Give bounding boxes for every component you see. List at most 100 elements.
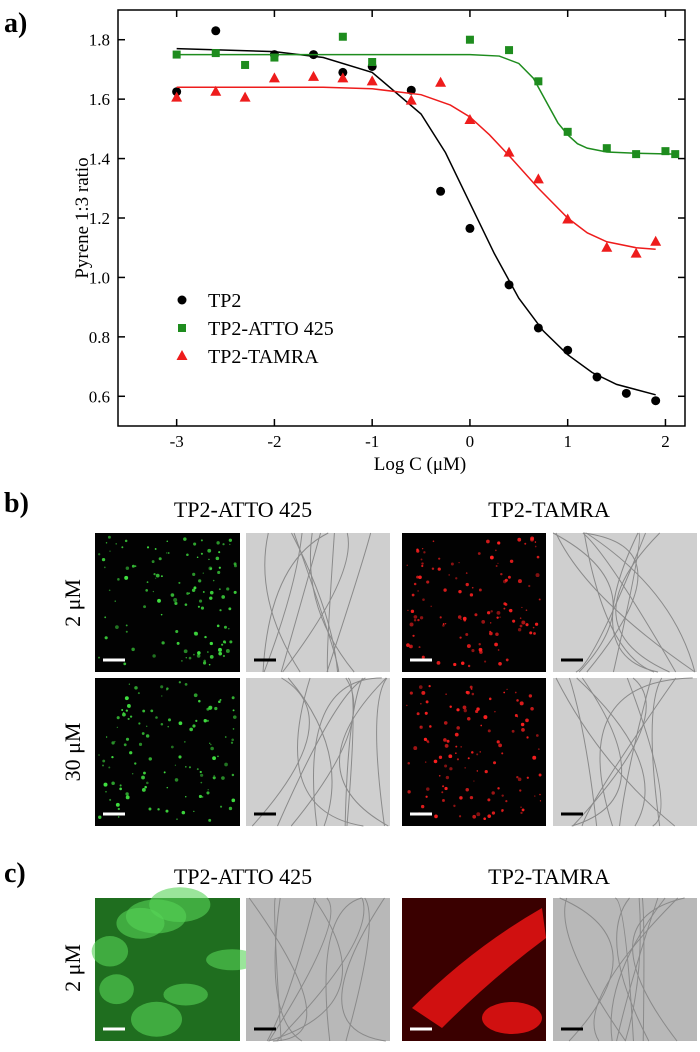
- cell-outline: [276, 897, 365, 1042]
- vesicle: [134, 565, 137, 568]
- vesicle: [520, 811, 523, 815]
- vesicle: [207, 789, 209, 791]
- point: [368, 58, 377, 66]
- vesicle: [460, 661, 465, 665]
- x-tick-label: -3: [170, 432, 184, 451]
- vesicle: [416, 712, 420, 716]
- vesicle: [128, 683, 131, 685]
- vesicle: [217, 755, 219, 758]
- vesicle: [125, 624, 128, 627]
- vesicle: [144, 785, 147, 789]
- vesicle: [228, 806, 233, 811]
- vesicle: [465, 582, 469, 587]
- vesicle: [418, 575, 422, 580]
- column-header: TP2-ATTO 425: [174, 497, 312, 522]
- vesicle: [450, 562, 454, 566]
- vesicle: [474, 613, 478, 617]
- vesicle: [536, 555, 540, 559]
- vesicle: [229, 543, 231, 546]
- cell-outline: [251, 677, 310, 827]
- vesicle: [503, 691, 506, 694]
- vesicle: [494, 642, 498, 647]
- vesicle: [445, 693, 447, 695]
- cell: [206, 949, 259, 971]
- vesicle: [420, 702, 422, 705]
- vesicle: [425, 795, 428, 798]
- vesicle: [472, 814, 477, 819]
- point: [602, 144, 611, 153]
- vesicle: [407, 790, 411, 794]
- cell-outline: [293, 532, 340, 673]
- vesicle: [166, 689, 168, 691]
- cell-outline: [571, 677, 623, 827]
- vesicle: [516, 716, 519, 718]
- vesicle: [509, 559, 514, 564]
- vesicle: [417, 618, 420, 622]
- cell-outline: [619, 677, 652, 827]
- vesicle: [493, 761, 497, 765]
- vesicle: [446, 739, 450, 743]
- vesicle: [165, 809, 169, 813]
- vesicle: [143, 605, 147, 609]
- vesicle: [160, 722, 164, 726]
- vesicle: [131, 773, 134, 775]
- point: [464, 113, 476, 124]
- cell: [116, 907, 165, 939]
- point: [534, 77, 543, 86]
- vesicle: [105, 736, 108, 738]
- vesicle: [209, 655, 214, 659]
- cell-outline: [615, 532, 670, 673]
- vesicle: [102, 759, 106, 763]
- vesicle: [119, 784, 122, 787]
- vesicle: [444, 622, 447, 625]
- vesicle: [125, 566, 130, 570]
- vesicle: [230, 741, 234, 744]
- vesicle: [491, 791, 495, 795]
- vesicle: [477, 552, 481, 555]
- row-label: 2 μM: [60, 944, 85, 992]
- vesicle: [223, 625, 227, 629]
- cell-outline: [610, 897, 666, 1042]
- point: [563, 345, 573, 355]
- vesicle: [141, 732, 145, 735]
- vesicle: [193, 653, 195, 656]
- vesicle: [443, 738, 447, 742]
- vesicle: [131, 647, 135, 652]
- vesicle: [417, 590, 419, 592]
- point: [436, 186, 446, 196]
- y-tick-label: 0.6: [89, 387, 110, 406]
- vesicle: [486, 539, 490, 544]
- vesicle: [466, 644, 471, 649]
- vesicle: [197, 605, 200, 608]
- vesicle: [198, 599, 203, 603]
- vesicle: [480, 724, 483, 727]
- vesicle: [198, 794, 203, 799]
- point: [210, 85, 222, 96]
- cell-outline: [344, 677, 363, 827]
- vesicle: [123, 662, 127, 666]
- vesicle: [181, 660, 183, 662]
- plot: -3 -2 -1 0 1 2 0.6 0.8 1.0 1.2 1.4 1.6 1.8 TP2 TP2-ATT…: [89, 9, 686, 451]
- vesicle: [202, 591, 205, 593]
- vesicle: [222, 654, 226, 658]
- point: [533, 323, 543, 333]
- x-tick-label: 1: [563, 432, 572, 451]
- vesicle: [151, 560, 155, 563]
- vesicle: [219, 698, 222, 701]
- vesicle: [460, 746, 462, 748]
- vesicle: [198, 579, 202, 583]
- vesicle: [186, 592, 189, 595]
- vesicle: [409, 644, 413, 649]
- vesicle: [421, 690, 426, 695]
- cell-outline: [309, 532, 355, 673]
- vesicle: [455, 745, 458, 748]
- legend-label: TP2: [208, 290, 241, 312]
- point: [592, 372, 602, 382]
- vesicle: [176, 641, 180, 645]
- vesicle: [196, 768, 199, 771]
- vesicle: [154, 548, 157, 550]
- vesicle: [193, 810, 195, 813]
- vesicle: [484, 660, 487, 663]
- vesicle: [495, 549, 497, 552]
- vesicle: [534, 545, 537, 548]
